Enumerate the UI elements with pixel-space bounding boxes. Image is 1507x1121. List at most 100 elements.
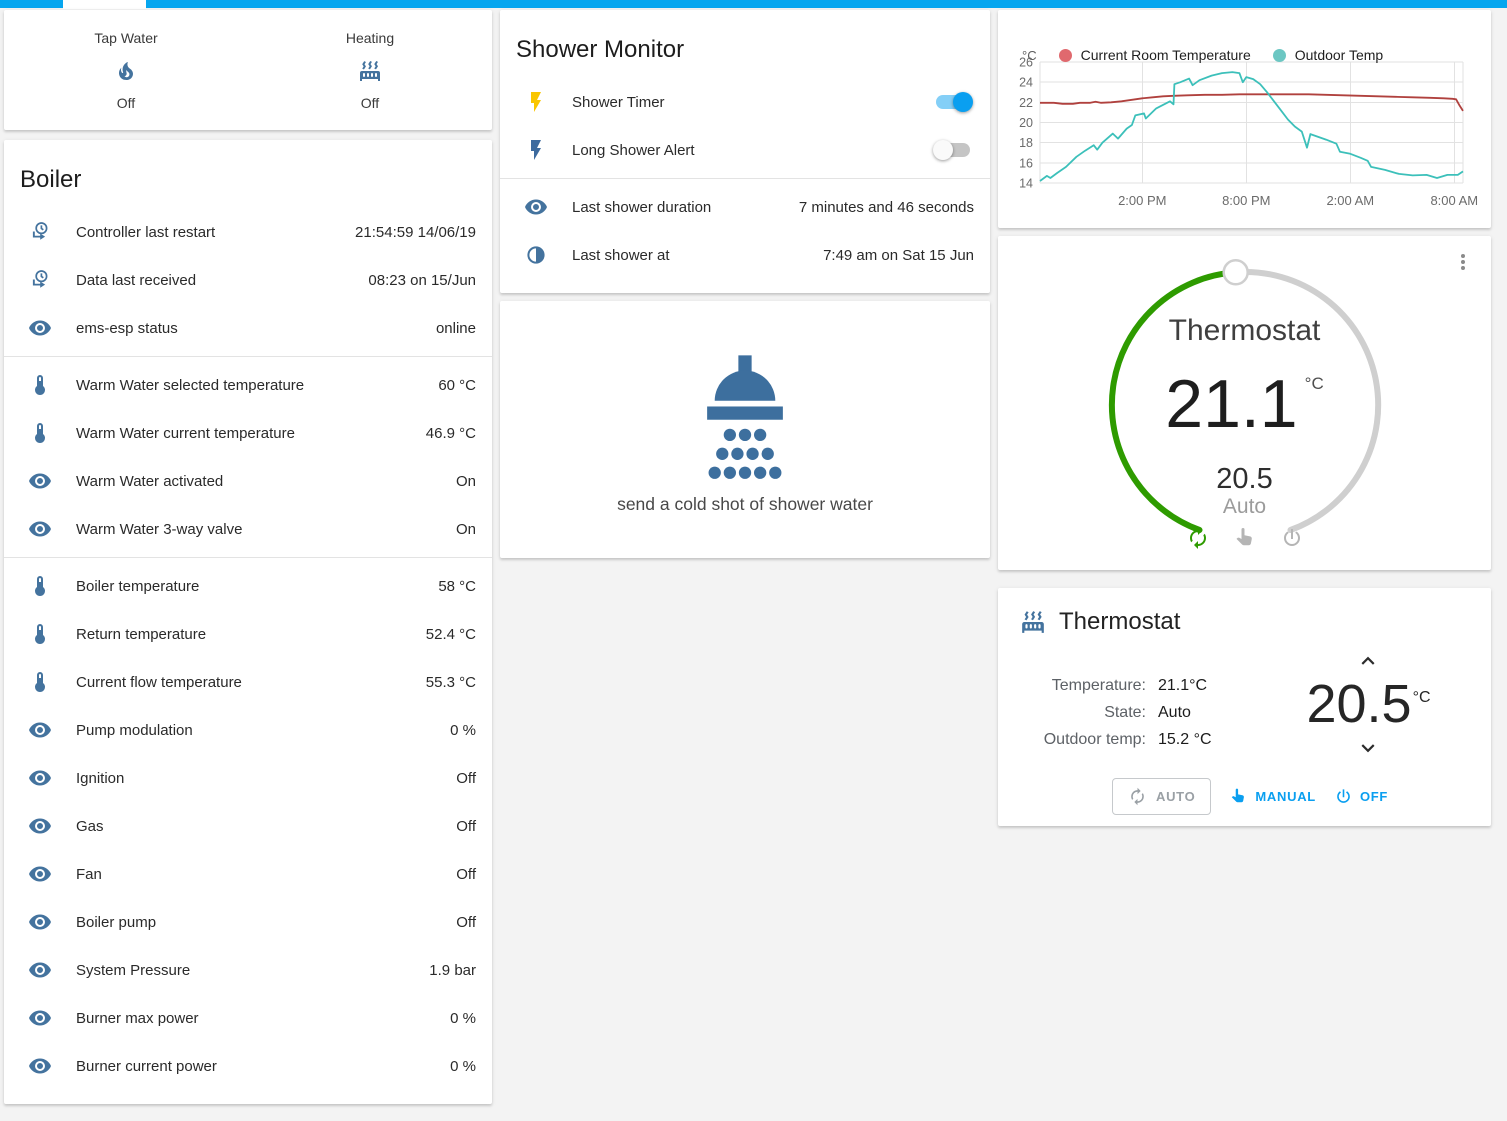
entity-state: 7:49 am on Sat 15 Jun (823, 246, 974, 264)
auto-button[interactable]: AUTO (1112, 778, 1212, 815)
glance-item-tap-water[interactable]: Tap Water Off (4, 30, 248, 111)
setpoint-display: 20.5°C (1298, 676, 1438, 733)
row-ignition[interactable]: Ignition Off (4, 754, 492, 802)
setpoint-unit: °C (1412, 689, 1431, 706)
thermometer-icon (28, 670, 52, 694)
thermometer-icon (28, 574, 52, 598)
entity-state: On (455, 472, 476, 490)
row-return-temperature[interactable]: Return temperature 52.4 °C (4, 610, 492, 658)
svg-text:8:00 PM: 8:00 PM (1222, 193, 1270, 208)
autorenew-icon[interactable] (1186, 526, 1210, 550)
y-axis-unit: °C (1022, 47, 1037, 63)
detail-label: Outdoor temp: (1043, 730, 1146, 748)
row-pump-modulation[interactable]: Pump modulation 0 % (4, 706, 492, 754)
row-system-pressure[interactable]: System Pressure 1.9 bar (4, 946, 492, 994)
manual-button-label: MANUAL (1255, 789, 1316, 804)
entity-state: 21:54:59 14/06/19 (355, 223, 476, 241)
entity-state: 46.9 °C (425, 424, 476, 442)
power-icon[interactable] (1280, 526, 1304, 550)
row-fan[interactable]: Fan Off (4, 850, 492, 898)
hand-icon[interactable] (1233, 526, 1257, 550)
row-last-shower-at[interactable]: Last shower at 7:49 am on Sat 15 Jun (500, 231, 990, 279)
row-controller-last-restart[interactable]: Controller last restart 21:54:59 14/06/19 (4, 208, 492, 256)
glance-label: Heating (345, 29, 395, 46)
row-gas[interactable]: Gas Off (4, 802, 492, 850)
entity-name: Boiler temperature (76, 577, 200, 595)
entity-state: 0 % (450, 1057, 476, 1075)
cold-shot-button[interactable]: send a cold shot of shower water (500, 301, 990, 558)
thermostat-dial (1108, 259, 1382, 533)
manual-button[interactable]: MANUAL (1229, 787, 1316, 806)
chevron-down-icon[interactable] (1355, 735, 1381, 761)
eye-icon (28, 718, 52, 742)
long-shower-alert-toggle[interactable] (933, 140, 970, 160)
svg-text:16: 16 (1019, 156, 1033, 170)
row-ems-esp-status[interactable]: ems-esp status online (4, 304, 492, 352)
boiler-card-title: Boiler (20, 166, 82, 193)
row-current-flow-temperature[interactable]: Current flow temperature 55.3 °C (4, 658, 492, 706)
entity-name: Last shower at (572, 246, 670, 264)
entity-name: Current flow temperature (76, 673, 242, 691)
thermostat-card-header: Thermostat (998, 588, 1491, 636)
shower-timer-toggle[interactable] (936, 92, 973, 112)
eye-icon (28, 814, 52, 838)
row-burner-max-power[interactable]: Burner max power 0 % (4, 994, 492, 1042)
entity-name: Gas (76, 817, 104, 835)
detail-value: 15.2 °C (1158, 730, 1212, 748)
entity-state: Off (456, 769, 476, 787)
svg-text:26: 26 (1019, 56, 1033, 70)
series-outdoor-temp (1039, 71, 1464, 182)
row-boiler-pump[interactable]: Boiler pump Off (4, 898, 492, 946)
divider (4, 557, 492, 558)
eye-icon (524, 195, 548, 219)
row-warm-water-3-way-valve[interactable]: Warm Water 3-way valve On (4, 505, 492, 553)
entity-state: 58 °C (438, 577, 476, 595)
app-header (0, 0, 1507, 9)
row-warm-water-activated[interactable]: Warm Water activated On (4, 457, 492, 505)
chevron-up-icon[interactable] (1355, 648, 1381, 674)
hand-icon (1229, 787, 1248, 806)
dial-current-temperature: 21.1 °C (998, 370, 1491, 438)
svg-text:22: 22 (1019, 96, 1033, 110)
detail-row-outdoor-temp: Outdoor temp: 15.2 °C (1020, 726, 1212, 753)
detail-row-state: State: Auto (1020, 699, 1212, 726)
eye-icon (28, 958, 52, 982)
eye-icon (28, 1054, 52, 1078)
shower-monitor-card: Shower Monitor Shower Timer Long Shower A… (500, 10, 990, 293)
off-button[interactable]: OFF (1334, 787, 1388, 806)
entity-name: Burner current power (76, 1057, 217, 1075)
dots-vertical-icon[interactable] (1451, 250, 1475, 274)
history-icon (28, 220, 52, 244)
dial-handle[interactable] (1222, 259, 1249, 286)
detail-row-temperature: Temperature: 21.1°C (1020, 672, 1212, 699)
current-temperature-value: 21.1 (1165, 366, 1298, 442)
entity-state: 1.9 bar (429, 961, 476, 979)
row-burner-current-power[interactable]: Burner current power 0 % (4, 1042, 492, 1090)
row-boiler-temperature[interactable]: Boiler temperature 58 °C (4, 562, 492, 610)
row-shower-timer: Shower Timer (500, 78, 990, 126)
detail-label: Temperature: (1051, 676, 1146, 694)
legend-dot (1272, 48, 1286, 62)
chart-legend: °C Current Room Temperature Outdoor Temp (1022, 47, 1383, 63)
legend-label: Current Room Temperature (1080, 47, 1251, 63)
radiator-icon (358, 59, 382, 83)
thermostat-control-card: Thermostat Temperature: 21.1°C State: Au… (998, 588, 1491, 826)
thermometer-icon (28, 373, 52, 397)
entity-name: Ignition (76, 769, 125, 787)
thermostat-details: Temperature: 21.1°C State: Auto Outdoor … (1020, 672, 1212, 753)
setpoint-spinner: 20.5°C (1298, 648, 1438, 761)
row-warm-water-current-temperature[interactable]: Warm Water current temperature 46.9 °C (4, 409, 492, 457)
row-last-shower-duration[interactable]: Last shower duration 7 minutes and 46 sec… (500, 183, 990, 231)
entity-name: Fan (76, 865, 102, 883)
glance-label: Tap Water (94, 29, 158, 46)
legend-label: Outdoor Temp (1294, 47, 1384, 63)
clock-segment-icon (524, 243, 548, 267)
glance-item-heating[interactable]: Heating Off (248, 30, 492, 111)
active-tab[interactable] (63, 0, 146, 9)
row-warm-water-selected-temperature[interactable]: Warm Water selected temperature 60 °C (4, 361, 492, 409)
svg-text:2:00 AM: 2:00 AM (1326, 193, 1374, 208)
divider (500, 178, 990, 179)
entity-state: 52.4 °C (425, 625, 476, 643)
row-data-last-received[interactable]: Data last received 08:23 on 15/Jun (4, 256, 492, 304)
svg-text:8:00 AM: 8:00 AM (1430, 193, 1478, 208)
